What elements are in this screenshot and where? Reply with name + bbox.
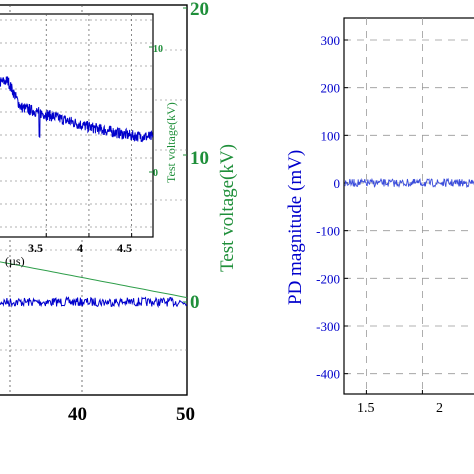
right-y-tick-label: 200 (321, 81, 341, 96)
inset-x-tick-4-5: 4.5 (117, 241, 132, 255)
right-y-tick-label: -100 (316, 224, 340, 239)
right-y-tick-label: -300 (316, 319, 340, 334)
inset-x-axis-label: (µs) (5, 254, 25, 268)
right-y-tick-label: 0 (334, 176, 341, 191)
right-y-ticks: 300 200 100 0 -100 -200 -300 -400 (316, 33, 340, 382)
right-frame (343, 17, 474, 395)
right-x-tick-2: 2 (436, 401, 443, 416)
left-main-pd-noise-line (0, 295, 188, 309)
left-main-voltage-line (0, 261, 188, 299)
right-grid (344, 18, 474, 394)
left-main-x-tick-40: 40 (68, 404, 87, 425)
right-y-tick-label: 100 (321, 128, 341, 143)
left-main-right-axis-label: Test voltage(kV) (217, 144, 238, 272)
left-main-right-tick-0: 0 (190, 292, 200, 313)
right-y-tick-label: -400 (316, 367, 340, 382)
inset-chart: 3.5 4 4.5 (µs) 10 0 Test voltage(kV) (0, 13, 178, 268)
inset-right-tick-10: 10 (153, 44, 163, 55)
right-y-axis-label: PD magnitude (mV) (285, 150, 306, 305)
left-main-right-tick-20: 20 (190, 0, 209, 20)
right-y-tick-label: 300 (321, 33, 341, 48)
inset-right-axis-label: Test voltage(kV) (164, 102, 178, 183)
inset-x-tick-4: 4 (77, 241, 83, 255)
left-main-x-tick-50: 50 (176, 404, 195, 425)
inset-right-tick-0: 0 (153, 168, 158, 179)
inset-x-tick-3-5: 3.5 (28, 241, 43, 255)
right-y-tick-label: -200 (316, 271, 340, 286)
right-pd-trace (344, 177, 474, 189)
right-chart: 300 200 100 0 -100 -200 -300 -400 PD magnitude … (285, 17, 474, 416)
right-x-tick-1-5: 1.5 (357, 401, 375, 416)
inset-pd-trace (0, 76, 154, 143)
left-main-right-tick-10: 10 (190, 148, 209, 169)
